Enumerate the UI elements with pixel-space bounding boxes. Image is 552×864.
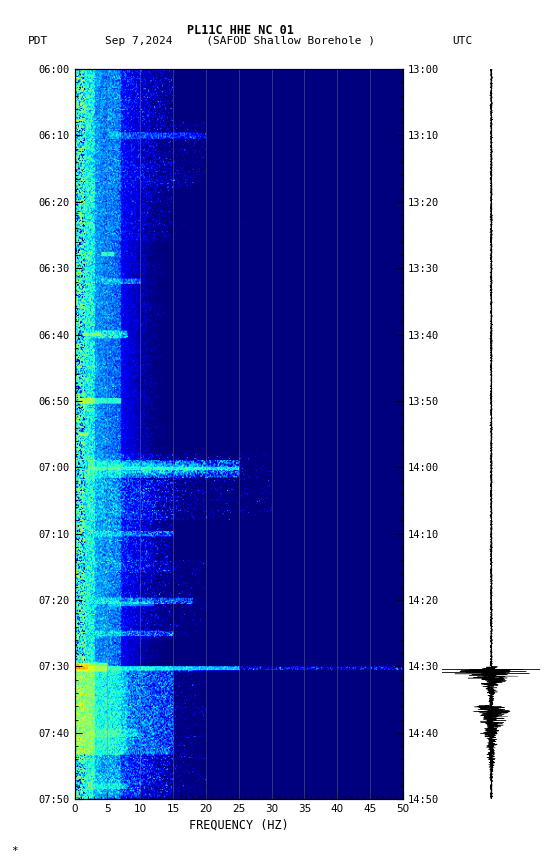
Text: UTC: UTC [453, 36, 473, 47]
Text: PDT: PDT [28, 36, 48, 47]
X-axis label: FREQUENCY (HZ): FREQUENCY (HZ) [189, 818, 289, 831]
Text: *: * [11, 846, 18, 855]
Text: Sep 7,2024     (SAFOD Shallow Borehole ): Sep 7,2024 (SAFOD Shallow Borehole ) [105, 36, 375, 47]
Text: PL11C HHE NC 01: PL11C HHE NC 01 [187, 24, 294, 37]
